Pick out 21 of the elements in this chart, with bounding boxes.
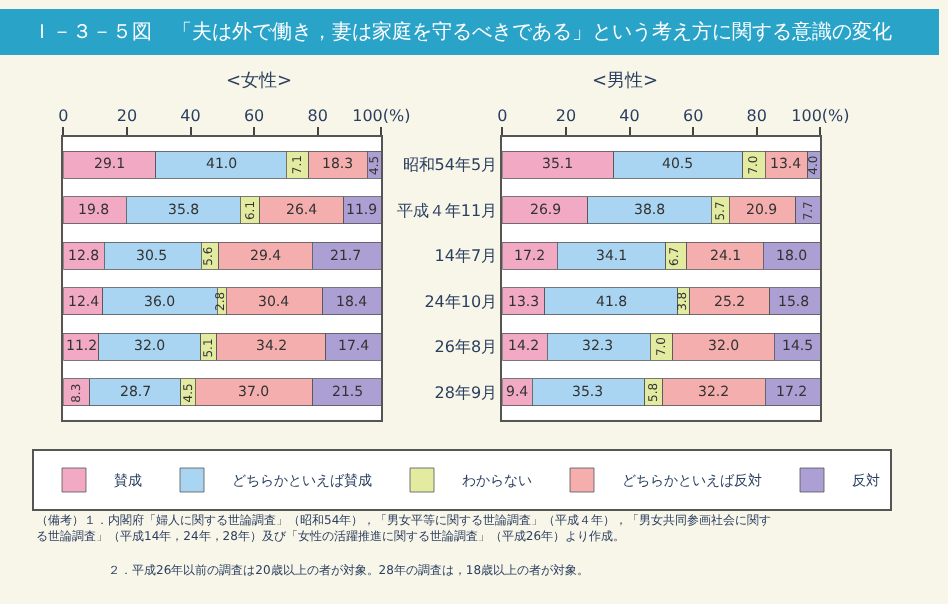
y-tick-label: 26年8月 xyxy=(434,338,498,357)
x-tick-label: 100(%) xyxy=(352,106,411,125)
chart-title: <女性> xyxy=(226,70,293,92)
x-tick-label: 60 xyxy=(682,106,704,125)
x-tick-label: 80 xyxy=(746,106,767,125)
x-tick-label: 0 xyxy=(497,106,508,125)
y-tick-label: 24年10月 xyxy=(424,292,498,311)
x-tick-label: 20 xyxy=(555,106,577,125)
y-tick-label: 平成４年11月 xyxy=(396,201,498,220)
chart-title: <男性> xyxy=(592,70,659,92)
x-tick-label: 60 xyxy=(243,106,265,125)
text: Ｉ－３－５図 「夫は外で働き，妻は家庭を守るべきである」という考え方に関する意識の変化 xyxy=(32,20,892,44)
x-tick-label: 20 xyxy=(116,106,138,125)
y-tick-label: 昭和54年5月 xyxy=(402,156,498,175)
x-tick-label: 0 xyxy=(58,106,69,125)
y-tick-label: 14年7月 xyxy=(434,247,498,266)
x-tick-label: 40 xyxy=(619,106,640,125)
x-tick-label: 80 xyxy=(307,106,328,125)
y-tick-label: 28年9月 xyxy=(434,383,498,402)
x-tick-label: 100(%) xyxy=(791,106,850,125)
x-tick-label: 40 xyxy=(180,106,201,125)
